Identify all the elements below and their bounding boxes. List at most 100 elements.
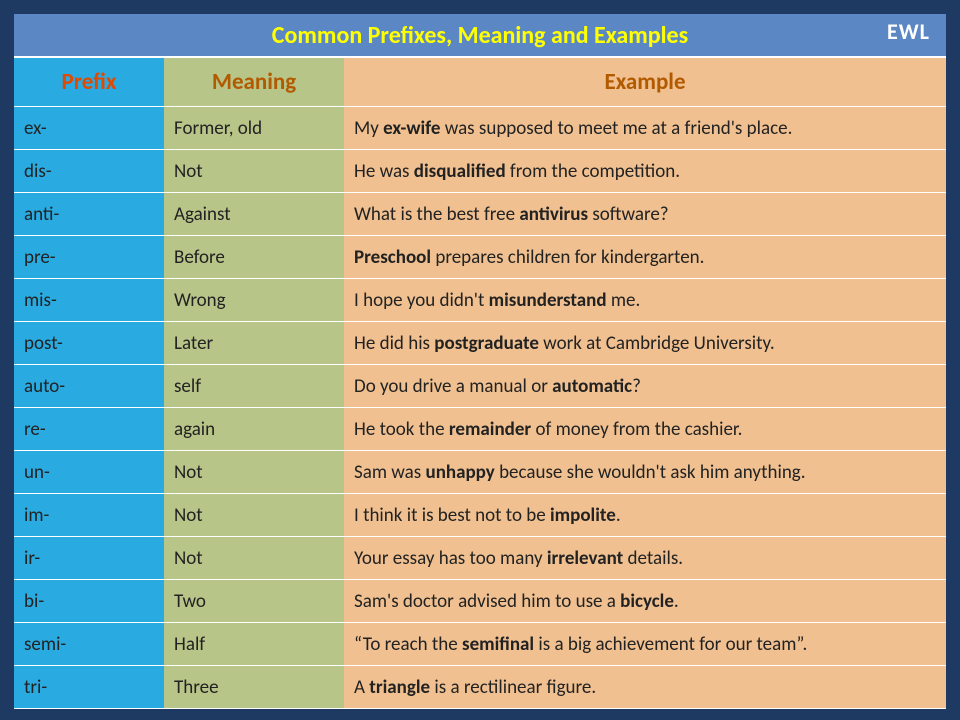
example-bold: Preschool (354, 246, 431, 269)
example-pre: My (354, 117, 383, 140)
example-pre: I think it is best not to be (354, 504, 550, 527)
title-bar: Common Prefixes, Meaning and Examples EW… (14, 14, 946, 58)
example-bold: antivirus (519, 203, 588, 226)
prefix-cell: un- (14, 451, 164, 494)
example-post: from the competition. (506, 160, 680, 183)
example-post: is a big achievement for our team”. (534, 633, 807, 656)
example-post: details. (623, 547, 683, 570)
col-header-example: Example (344, 58, 946, 107)
prefix-cell: im- (14, 494, 164, 537)
example-pre: What is the best free (354, 203, 519, 226)
table-row: semi-Half“To reach the semifinal is a bi… (14, 623, 946, 666)
example-pre: Do you drive a manual or (354, 375, 552, 398)
prefix-cell: mis- (14, 279, 164, 322)
example-cell: “To reach the semifinal is a big achieve… (344, 623, 946, 666)
example-cell: Do you drive a manual or automatic? (344, 365, 946, 408)
table-row: un-NotSam was unhappy because she wouldn… (14, 451, 946, 494)
example-bold: bicycle (620, 590, 674, 613)
meaning-cell: Wrong (164, 279, 344, 322)
example-cell: I hope you didn't misunderstand me. (344, 279, 946, 322)
example-bold: postgraduate (434, 332, 539, 355)
meaning-cell: Former, old (164, 107, 344, 150)
example-post: prepares children for kindergarten. (431, 246, 704, 269)
example-pre: “To reach the (354, 633, 462, 656)
brand-label: EWL (887, 18, 930, 45)
prefix-cell: pre- (14, 236, 164, 279)
example-post: . (616, 504, 621, 527)
example-post: of money from the cashier. (531, 418, 742, 441)
example-cell: Sam was unhappy because she wouldn't ask… (344, 451, 946, 494)
meaning-cell: Three (164, 666, 344, 709)
meaning-cell: Before (164, 236, 344, 279)
meaning-cell: Against (164, 193, 344, 236)
example-cell: He did his postgraduate work at Cambridg… (344, 322, 946, 365)
example-post: because she wouldn't ask him anything. (495, 461, 806, 484)
table-row: tri-Three A triangle is a rectilinear fig… (14, 666, 946, 709)
meaning-cell: Not (164, 494, 344, 537)
example-pre: Sam was (354, 461, 426, 484)
table-row: dis-NotHe was disqualified from the comp… (14, 150, 946, 193)
prefix-cell: ir- (14, 537, 164, 580)
table-row: anti-AgainstWhat is the best free antivi… (14, 193, 946, 236)
table-row: auto-selfDo you drive a manual or automa… (14, 365, 946, 408)
example-bold: remainder (449, 418, 531, 441)
example-pre: He took the (354, 418, 449, 441)
example-cell: Preschool prepares children for kinderga… (344, 236, 946, 279)
example-post: is a rectilinear figure. (430, 676, 596, 699)
example-cell: I think it is best not to be impolite. (344, 494, 946, 537)
example-post: software? (588, 203, 669, 226)
page-title: Common Prefixes, Meaning and Examples (272, 21, 688, 50)
prefix-cell: semi- (14, 623, 164, 666)
example-bold: triangle (369, 676, 430, 699)
example-bold: impolite (550, 504, 616, 527)
col-header-meaning: Meaning (164, 58, 344, 107)
example-pre: Sam's doctor advised him to use a (354, 590, 620, 613)
example-bold: ex-wife (383, 117, 440, 140)
table-row: pre-BeforePreschool prepares children fo… (14, 236, 946, 279)
prefix-cell: post- (14, 322, 164, 365)
example-bold: disqualified (414, 160, 506, 183)
prefix-cell: dis- (14, 150, 164, 193)
example-post: ? (632, 375, 641, 398)
meaning-cell: Half (164, 623, 344, 666)
example-cell: He took the remainder of money from the … (344, 408, 946, 451)
meaning-cell: Not (164, 150, 344, 193)
table-row: im-NotI think it is best not to be impol… (14, 494, 946, 537)
example-cell: He was disqualified from the competition… (344, 150, 946, 193)
table-row: re-againHe took the remainder of money f… (14, 408, 946, 451)
prefix-cell: anti- (14, 193, 164, 236)
example-bold: semifinal (462, 633, 534, 656)
example-bold: automatic (552, 375, 632, 398)
example-pre: He was (354, 160, 414, 183)
example-cell: Your essay has too many irrelevant detai… (344, 537, 946, 580)
prefixes-table: Prefix Meaning Example ex-Former, oldMy … (14, 58, 946, 709)
header-row: Prefix Meaning Example (14, 58, 946, 107)
example-pre: A (354, 676, 369, 699)
table-row: post-LaterHe did his postgraduate work a… (14, 322, 946, 365)
example-pre: Your essay has too many (354, 547, 547, 570)
table-row: ex-Former, oldMy ex-wife was supposed to… (14, 107, 946, 150)
table-row: mis-WrongI hope you didn't misunderstand… (14, 279, 946, 322)
example-bold: irrelevant (547, 547, 623, 570)
meaning-cell: Not (164, 537, 344, 580)
prefix-cell: auto- (14, 365, 164, 408)
meaning-cell: Not (164, 451, 344, 494)
meaning-cell: Two (164, 580, 344, 623)
meaning-cell: again (164, 408, 344, 451)
prefix-cell: tri- (14, 666, 164, 709)
example-bold: unhappy (426, 461, 495, 484)
table-row: bi-TwoSam's doctor advised him to use a … (14, 580, 946, 623)
example-cell: My ex-wife was supposed to meet me at a … (344, 107, 946, 150)
example-cell: What is the best free antivirus software… (344, 193, 946, 236)
example-post: me. (607, 289, 641, 312)
prefix-cell: bi- (14, 580, 164, 623)
prefix-cell: ex- (14, 107, 164, 150)
example-cell: Sam's doctor advised him to use a bicycl… (344, 580, 946, 623)
example-bold: misunderstand (489, 289, 607, 312)
example-pre: He did his (354, 332, 434, 355)
meaning-cell: self (164, 365, 344, 408)
example-post: . (674, 590, 679, 613)
example-pre: I hope you didn't (354, 289, 489, 312)
example-post: was supposed to meet me at a friend's pl… (440, 117, 792, 140)
prefix-cell: re- (14, 408, 164, 451)
